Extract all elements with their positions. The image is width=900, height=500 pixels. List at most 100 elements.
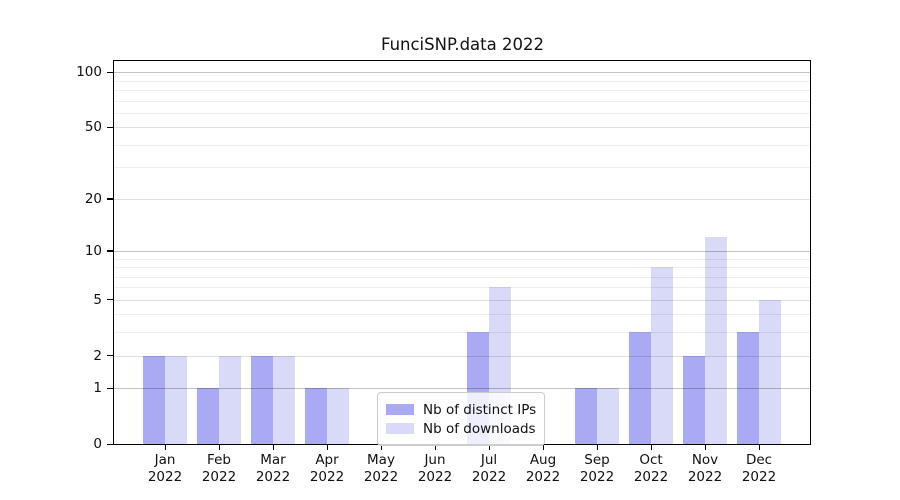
legend-swatch-distinct-ips-icon <box>386 404 414 415</box>
gridline-3 <box>114 332 810 334</box>
bar-distinct-ips-sep <box>575 388 597 444</box>
y-tick-label-20: 20 <box>84 190 102 207</box>
gridline-20 <box>114 198 810 200</box>
bar-downloads-sep <box>597 388 619 444</box>
x-tick-label-sep: Sep 2022 <box>567 452 627 486</box>
x-tick-year: 2022 <box>633 469 669 485</box>
gridline-30 <box>114 167 810 169</box>
x-tick-jul <box>488 444 490 450</box>
bar-distinct-ips-oct <box>629 332 651 444</box>
gridline-50 <box>114 127 810 129</box>
legend: Nb of distinct IPs Nb of downloads <box>377 392 545 446</box>
x-tick-month: Apr <box>315 452 339 468</box>
legend-label-downloads: Nb of downloads <box>423 420 536 437</box>
x-tick-month: Jan <box>154 452 176 468</box>
bar-distinct-ips-jan <box>143 355 165 444</box>
y-tick-50 <box>107 126 113 129</box>
x-tick-year: 2022 <box>471 469 507 485</box>
x-tick-label-dec: Dec 2022 <box>729 452 789 486</box>
x-tick-month: Dec <box>745 452 773 468</box>
bar-downloads-mar <box>273 355 295 444</box>
x-tick-label-jun: Jun 2022 <box>405 452 465 486</box>
x-tick-year: 2022 <box>309 469 345 485</box>
x-tick-label-jul: Jul 2022 <box>459 452 519 486</box>
x-tick-year: 2022 <box>201 469 237 485</box>
x-tick-month: Nov <box>691 452 719 468</box>
x-tick-month: Mar <box>260 452 286 468</box>
x-tick-year: 2022 <box>687 469 723 485</box>
bar-downloads-dec <box>759 299 781 444</box>
gridline-100 <box>114 72 810 74</box>
x-tick-label-feb: Feb 2022 <box>189 452 249 486</box>
y-tick-2 <box>107 355 113 357</box>
gridline-70 <box>114 100 810 102</box>
gridline-8 <box>114 267 810 268</box>
chart-title: FunciSNP.data 2022 <box>380 35 544 54</box>
x-tick-month: Feb <box>207 452 231 468</box>
x-tick-label-oct: Oct 2022 <box>621 452 681 486</box>
bar-downloads-nov <box>705 237 727 444</box>
x-tick-feb <box>218 444 220 450</box>
gridline-1 <box>114 388 810 390</box>
bar-distinct-ips-apr <box>305 388 327 444</box>
y-tick-label-2: 2 <box>93 347 102 364</box>
legend-item-distinct-ips: Nb of distinct IPs <box>386 401 536 418</box>
x-tick-year: 2022 <box>525 469 561 485</box>
gridline-6 <box>114 287 810 289</box>
x-tick-jun <box>434 444 436 450</box>
gridline-90 <box>114 80 810 82</box>
x-tick-month: Sep <box>584 452 610 468</box>
x-tick-nov <box>704 444 706 450</box>
y-tick-label-5: 5 <box>93 291 102 308</box>
y-tick-label-0: 0 <box>93 436 102 452</box>
gridline-10 <box>114 250 810 252</box>
bar-downloads-feb <box>219 355 241 444</box>
x-tick-sep <box>596 444 598 450</box>
y-tick-label-10: 10 <box>84 242 102 259</box>
x-tick-month: Jul <box>480 452 498 468</box>
gridline-60 <box>114 112 810 114</box>
y-tick-100 <box>107 71 113 74</box>
x-tick-year: 2022 <box>741 469 777 485</box>
x-tick-dec <box>758 444 760 450</box>
y-tick-10 <box>107 250 113 252</box>
y-tick-label-1: 1 <box>93 380 102 397</box>
bar-distinct-ips-dec <box>737 332 759 444</box>
x-tick-year: 2022 <box>579 469 615 485</box>
x-tick-label-jan: Jan 2022 <box>135 452 195 486</box>
bar-downloads-oct <box>651 267 673 444</box>
y-tick-1 <box>107 387 113 390</box>
x-tick-mar <box>272 444 274 450</box>
bar-downloads-apr <box>327 388 349 444</box>
gridline-9 <box>114 258 810 260</box>
x-tick-year: 2022 <box>255 469 291 485</box>
x-tick-apr <box>326 444 328 450</box>
bar-distinct-ips-mar <box>251 355 273 444</box>
x-tick-month: May <box>367 452 395 468</box>
x-tick-month: Aug <box>529 452 557 468</box>
legend-swatch-downloads-icon <box>386 423 414 434</box>
legend-item-downloads: Nb of downloads <box>386 420 536 437</box>
x-tick-label-may: May 2022 <box>351 452 411 486</box>
x-tick-label-aug: Aug 2022 <box>513 452 573 486</box>
x-tick-month: Jun <box>424 452 446 468</box>
bar-distinct-ips-feb <box>197 388 219 444</box>
x-tick-label-mar: Mar 2022 <box>243 452 303 486</box>
x-tick-year: 2022 <box>417 469 453 485</box>
y-tick-20 <box>107 198 113 200</box>
y-tick-label-50: 50 <box>84 119 102 136</box>
bar-downloads-jan <box>165 355 187 444</box>
x-tick-oct <box>650 444 652 450</box>
x-tick-aug <box>542 444 544 450</box>
x-tick-jan <box>164 444 166 450</box>
plot-area: Nb of distinct IPs Nb of downloads 0 1 2 5 1… <box>76 60 811 485</box>
bar-distinct-ips-nov <box>683 355 705 444</box>
gridline-80 <box>114 89 810 91</box>
x-tick-year: 2022 <box>363 469 399 485</box>
gridline-7 <box>114 276 810 278</box>
gridline-40 <box>114 144 810 146</box>
gridline-2 <box>114 355 810 357</box>
x-tick-year: 2022 <box>147 469 183 485</box>
y-tick-label-100: 100 <box>76 64 102 81</box>
